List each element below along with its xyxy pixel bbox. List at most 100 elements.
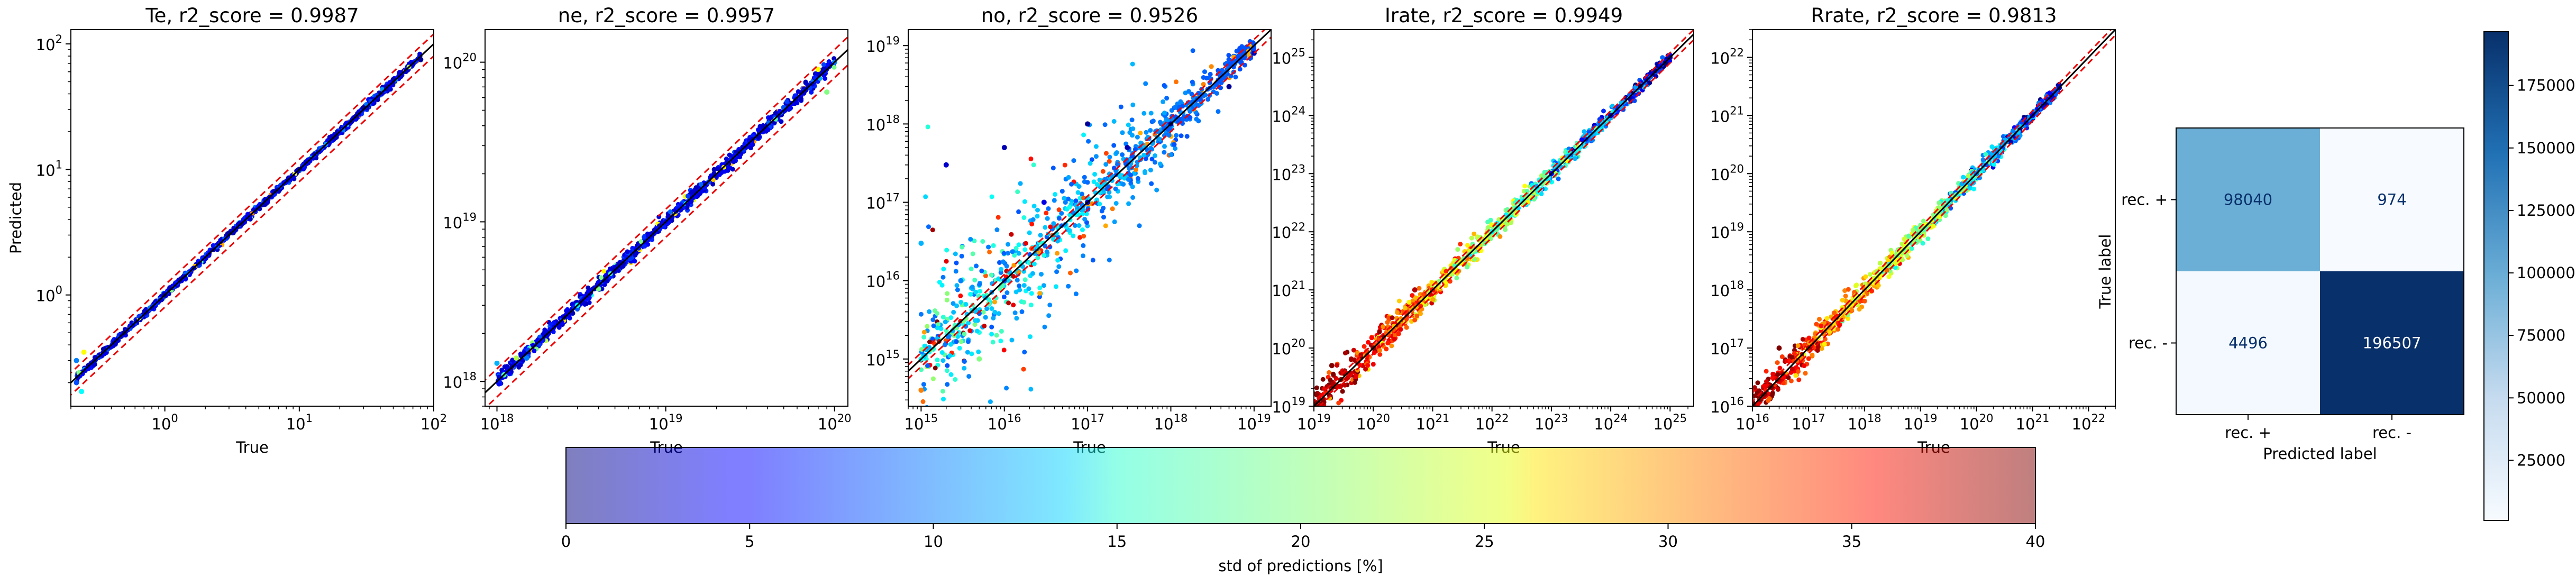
panel-no-point [1014, 316, 1019, 321]
panel-no-point [1178, 99, 1183, 104]
panel-no-point [1093, 154, 1099, 159]
panel-irate-point [1385, 320, 1390, 325]
panel-rrate-point [2011, 128, 2015, 133]
panel-no-point [918, 312, 924, 317]
panel-rrate-point [1857, 307, 1862, 312]
panel-irate-point [1404, 316, 1409, 322]
panel-no-point [1055, 258, 1061, 263]
panel-irate-point [1417, 286, 1422, 291]
panel-no-point [989, 324, 994, 329]
panel-no-point [981, 309, 986, 315]
panel-ne-xticks: 1018 1019 1020 [480, 406, 852, 433]
panel-no-point [1162, 83, 1167, 88]
x-tick-label: 102 [421, 412, 447, 433]
panel-no-point [1052, 198, 1057, 203]
panel-irate-point [1660, 55, 1665, 60]
x-tick-label: 1016 [1735, 412, 1769, 433]
panel-no-point [1090, 258, 1095, 263]
panel-rrate-point [1790, 366, 1795, 371]
panel-no-point [962, 365, 967, 371]
panel-rrate-point [1978, 171, 1983, 177]
panel-te-xticks: 100 101 102 [70, 406, 447, 433]
panel-no-point [1092, 172, 1098, 177]
panel-no-point [998, 338, 1003, 344]
panel-ne-lower-band [486, 63, 848, 406]
panel-no-point [1144, 130, 1149, 135]
panel-no-point [1072, 223, 1077, 228]
panel-no-point [1037, 291, 1043, 296]
panel-no-point [1066, 283, 1071, 289]
panel-rrate-point [1796, 369, 1801, 374]
panel-no-point [1001, 294, 1007, 299]
panel-ne-point [727, 152, 732, 158]
panel-ne-point [633, 252, 638, 258]
panel-no-point [1021, 299, 1027, 305]
y-tick-label: 1019 [1272, 395, 1305, 416]
panel-no-point [1209, 64, 1214, 69]
panel-no-point [958, 293, 963, 298]
panel-no-point [1103, 162, 1109, 167]
panel-ne-point [520, 358, 526, 363]
panel-no-point [1173, 105, 1178, 110]
panel-no-point [1135, 159, 1140, 164]
panel-rrate-point [1909, 246, 1914, 251]
panel-ne-point [809, 90, 814, 95]
panel-irate-point [1414, 313, 1420, 318]
panel-no-point [1068, 270, 1073, 276]
panel-irate-point [1485, 225, 1491, 230]
panel-no-point [1082, 175, 1087, 180]
panel-irate-point [1338, 384, 1343, 389]
panel-rrate-point [1779, 354, 1785, 359]
panel-no-point [1013, 289, 1019, 295]
y-tick-label: 1022 [1272, 221, 1305, 242]
panel-ne-point [607, 266, 613, 271]
panel-no-point [947, 353, 953, 358]
panel-no-point [1026, 286, 1031, 291]
x-tick-label: 1017 [1071, 412, 1104, 433]
x-tick-label: 1025 [1654, 412, 1687, 433]
panel-rrate-identity-line [1752, 30, 2115, 406]
panel-no-point [1042, 324, 1047, 329]
panel-no-point [962, 331, 967, 336]
panel-no-point [1111, 119, 1117, 124]
panel-no-point [967, 328, 973, 333]
panel-no-point [1134, 167, 1138, 172]
panel-no-point [986, 244, 991, 250]
panel-irate-point [1541, 174, 1547, 179]
panel-no-point [1042, 253, 1047, 258]
panel-ne-data-point [815, 67, 821, 72]
panel-no-point [925, 324, 930, 329]
panel-ne-point [685, 202, 690, 207]
x-tick-label: 1019 [1904, 412, 1938, 433]
panel-no-point [1043, 243, 1048, 249]
panel-no-title: no, r2_score = 0.9526 [981, 4, 1198, 27]
panel-rrate-point [1980, 157, 1986, 162]
panel-irate-point [1396, 331, 1401, 336]
panel-no-point [1082, 216, 1088, 222]
panel-no-point [997, 260, 1002, 265]
panel-no-point [954, 303, 960, 308]
x-tick-label: 1023 [1534, 412, 1568, 433]
panel-no-point [1204, 76, 1209, 81]
panel-rrate-point [1902, 236, 1907, 242]
panel-no-data-point [1041, 199, 1047, 205]
panel-rrate-point [2047, 90, 2052, 96]
panel-no-point [1153, 160, 1157, 165]
panel-irate-point [1573, 156, 1578, 161]
panel-ne-point [719, 170, 724, 175]
panel-no-point [1056, 264, 1062, 269]
panel-no-point [940, 358, 946, 363]
panel-no-point [1016, 209, 1021, 214]
panel-irate-point [1335, 363, 1340, 368]
panel-rrate-point [1843, 294, 1848, 299]
panel-ne-point [628, 256, 633, 261]
panel-no-point [1081, 132, 1086, 138]
panel-rrate-point [1906, 233, 1912, 239]
panel-no-point [1067, 205, 1072, 210]
panel-no-point [941, 397, 946, 402]
panel-rrate-point [1835, 327, 1841, 332]
y-tick-label: 1020 [443, 51, 477, 72]
panel-no-point [1074, 268, 1079, 273]
panel-irate-point [1363, 367, 1368, 372]
panel-no-point [1103, 151, 1109, 156]
